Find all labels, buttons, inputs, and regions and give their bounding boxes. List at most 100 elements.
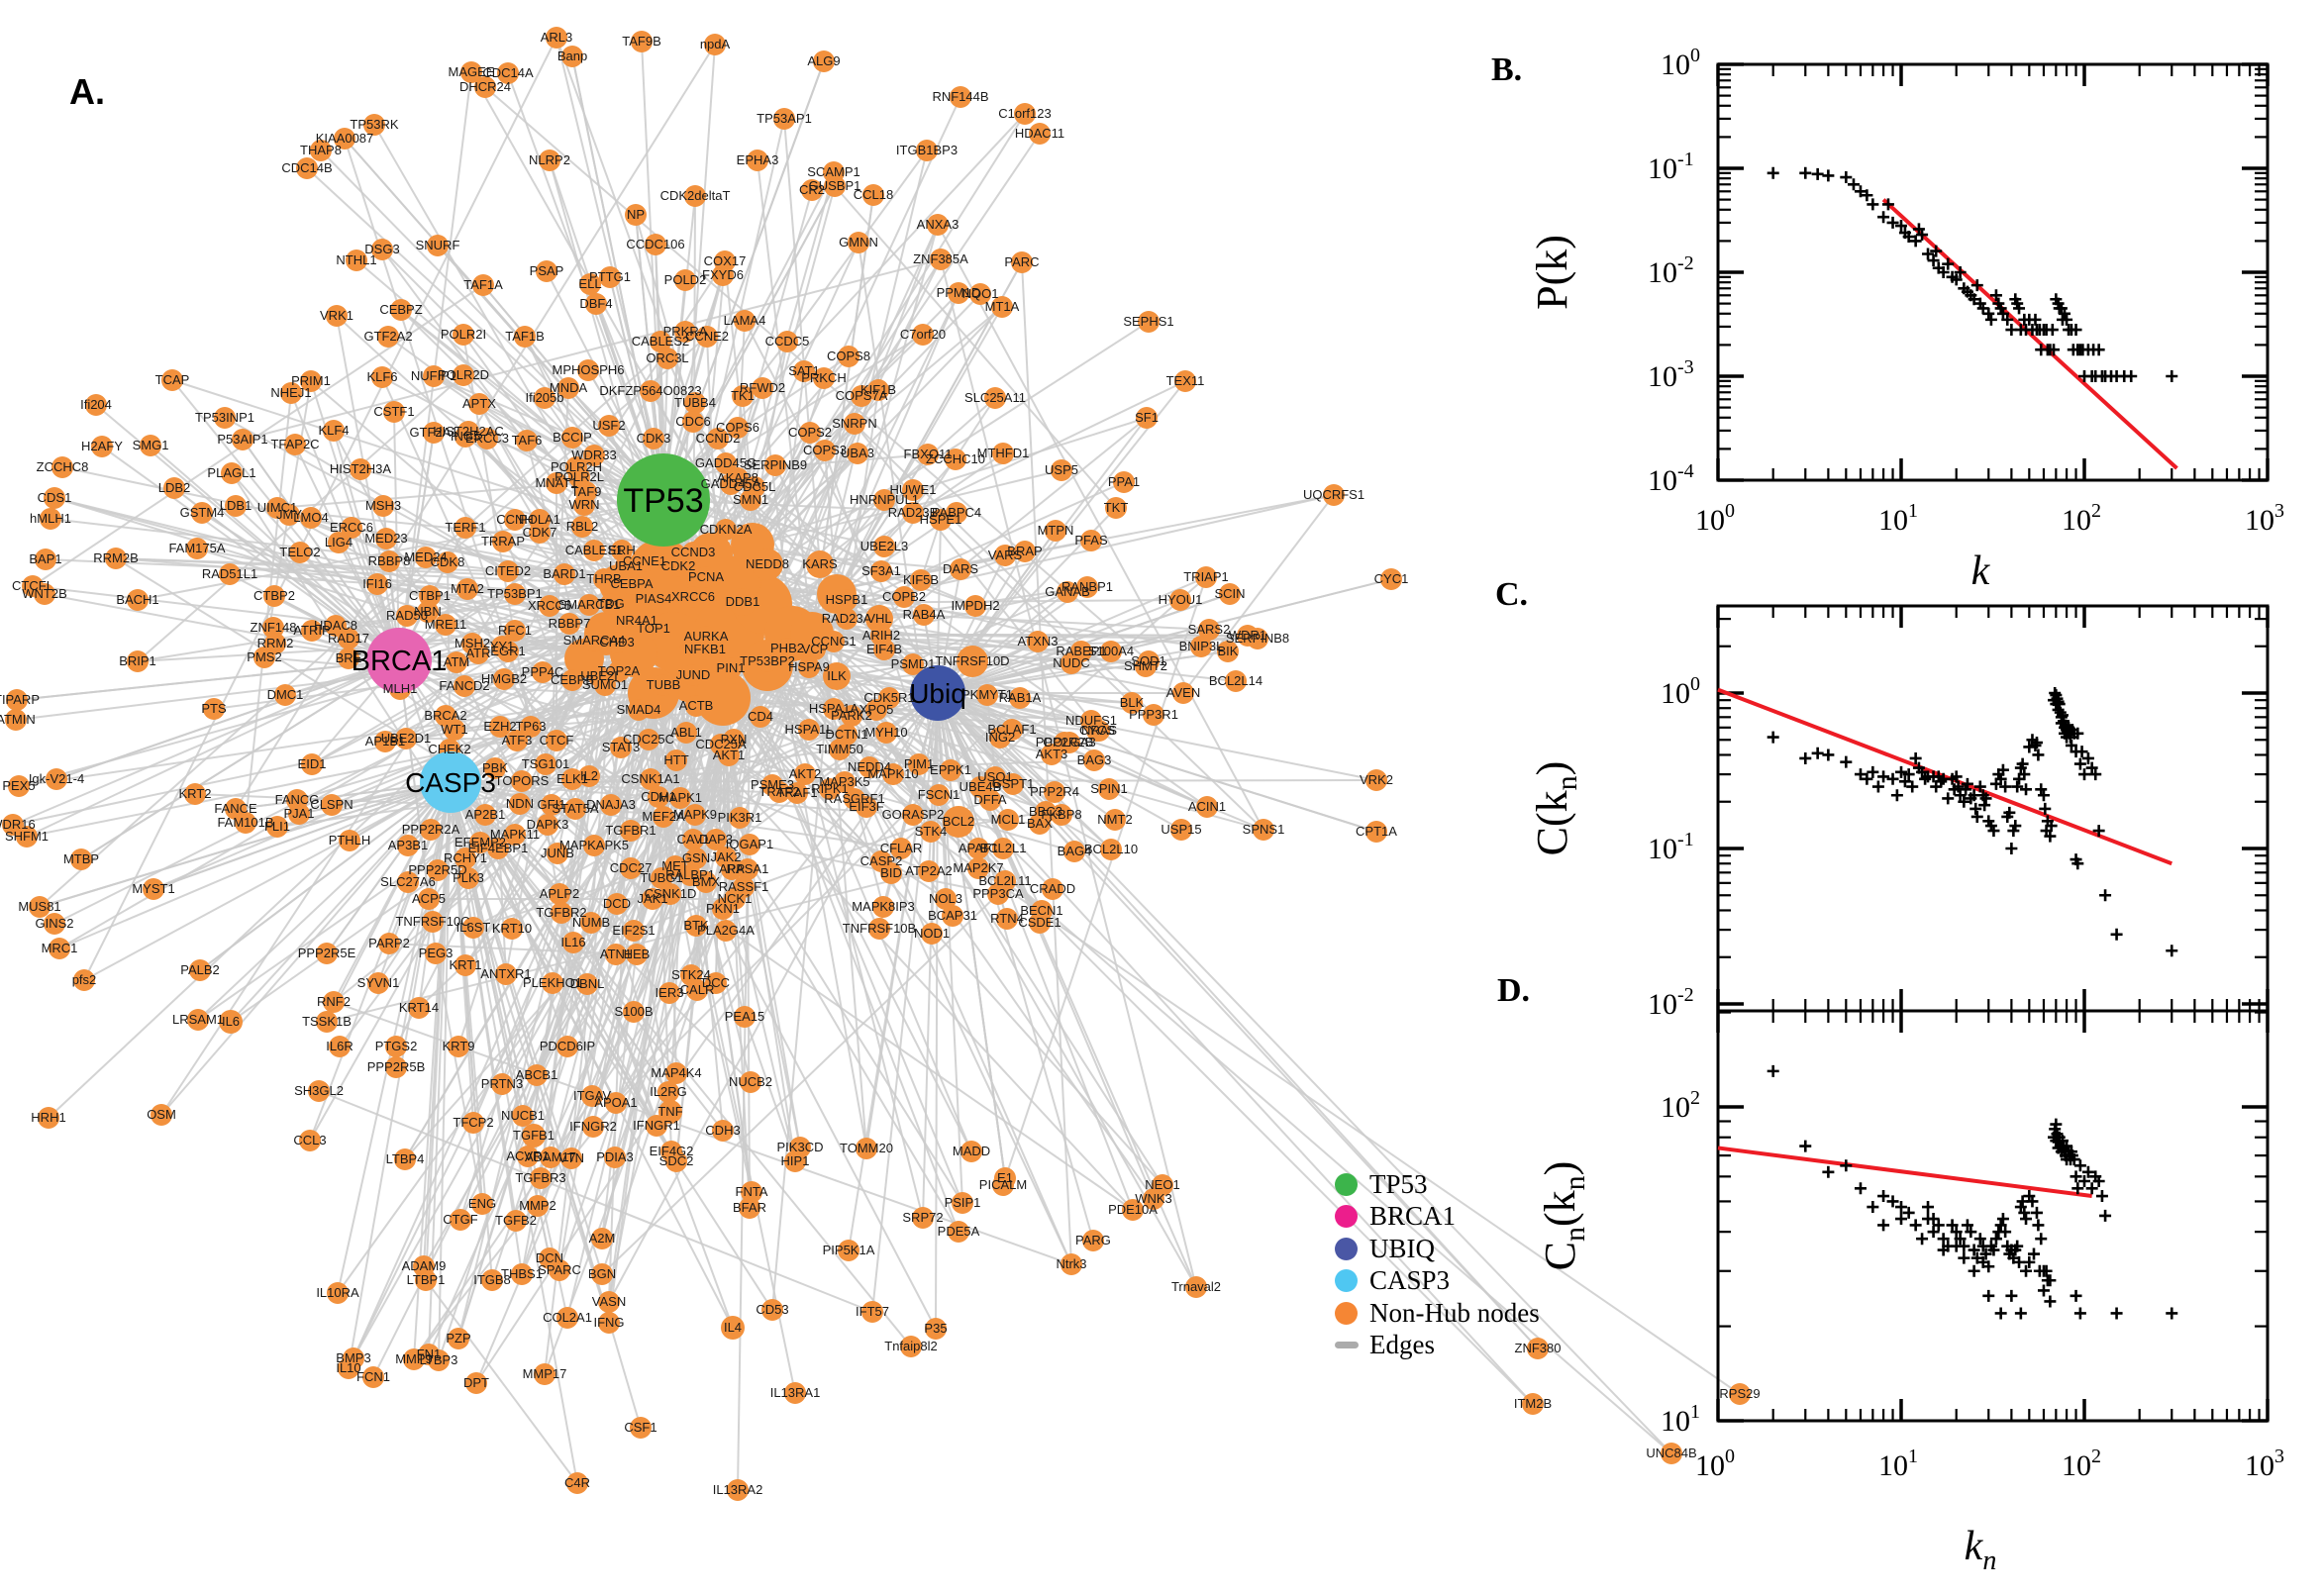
network-node[interactable]	[504, 583, 526, 605]
network-node[interactable]	[549, 883, 570, 905]
network-node[interactable]	[1323, 484, 1345, 506]
network-node[interactable]	[542, 972, 563, 994]
network-node[interactable]	[70, 848, 92, 870]
network-node[interactable]	[341, 517, 362, 539]
network-node[interactable]	[280, 382, 302, 404]
network-node[interactable]	[940, 759, 961, 781]
network-node[interactable]	[935, 888, 957, 910]
network-node[interactable]	[1247, 628, 1268, 649]
network-node[interactable]	[191, 502, 213, 524]
network-node[interactable]	[967, 838, 989, 859]
network-node[interactable]	[1042, 878, 1063, 900]
network-node[interactable]	[1113, 471, 1135, 493]
network-node[interactable]	[549, 1259, 570, 1281]
network-node[interactable]	[232, 429, 253, 450]
network-node[interactable]	[838, 346, 859, 367]
network-node[interactable]	[1661, 1443, 1682, 1464]
network-node[interactable]	[366, 573, 388, 595]
network-node[interactable]	[541, 794, 562, 816]
network-node[interactable]	[540, 1147, 561, 1168]
network-node[interactable]	[640, 768, 661, 790]
network-node[interactable]	[495, 963, 517, 985]
network-node[interactable]	[310, 140, 332, 161]
network-node[interactable]	[829, 739, 851, 760]
network-node[interactable]	[856, 1138, 877, 1159]
network-node[interactable]	[534, 1363, 556, 1385]
network-node[interactable]	[394, 1148, 416, 1170]
network-node[interactable]	[375, 528, 397, 549]
network-node[interactable]	[51, 456, 73, 478]
network-node[interactable]	[729, 807, 751, 829]
network-node[interactable]	[600, 794, 622, 816]
network-node[interactable]	[417, 601, 439, 623]
hub-brca1[interactable]	[366, 628, 432, 693]
network-node[interactable]	[593, 568, 615, 590]
network-node[interactable]	[976, 684, 998, 706]
network-node[interactable]	[163, 477, 185, 499]
network-node[interactable]	[992, 838, 1014, 859]
network-node[interactable]	[427, 859, 449, 881]
network-node[interactable]	[512, 1105, 534, 1127]
network-node[interactable]	[300, 507, 322, 529]
network-node[interactable]	[537, 814, 558, 836]
network-node[interactable]	[653, 674, 674, 696]
network-node[interactable]	[902, 653, 924, 675]
network-node[interactable]	[374, 731, 396, 752]
network-node[interactable]	[487, 838, 509, 859]
network-node[interactable]	[415, 547, 437, 568]
network-node[interactable]	[867, 379, 889, 401]
network-node[interactable]	[492, 531, 514, 552]
network-node[interactable]	[471, 1193, 493, 1215]
network-node[interactable]	[1138, 311, 1160, 333]
network-node[interactable]	[799, 422, 821, 444]
network-node[interactable]	[1170, 819, 1192, 841]
network-node[interactable]	[40, 508, 61, 530]
network-node[interactable]	[576, 973, 598, 995]
network-node[interactable]	[989, 727, 1011, 748]
network-node[interactable]	[996, 908, 1018, 930]
network-node[interactable]	[925, 1318, 947, 1340]
network-node[interactable]	[469, 832, 491, 853]
network-node[interactable]	[316, 943, 338, 964]
network-node[interactable]	[219, 563, 241, 585]
network-node[interactable]	[862, 184, 884, 206]
network-node[interactable]	[1029, 912, 1051, 934]
network-node[interactable]	[581, 1085, 603, 1107]
network-node[interactable]	[557, 377, 579, 399]
network-node[interactable]	[1253, 819, 1274, 841]
network-node[interactable]	[1051, 804, 1072, 826]
network-node[interactable]	[489, 716, 511, 738]
network-node[interactable]	[732, 385, 754, 407]
network-node[interactable]	[1121, 692, 1143, 714]
network-node[interactable]	[511, 1263, 533, 1285]
network-node[interactable]	[776, 638, 798, 659]
network-node[interactable]	[299, 1130, 321, 1151]
network-node[interactable]	[583, 445, 605, 466]
network-node[interactable]	[638, 729, 659, 750]
network-node[interactable]	[747, 150, 768, 171]
network-node[interactable]	[916, 140, 938, 161]
network-node[interactable]	[1143, 704, 1164, 726]
network-node[interactable]	[1365, 769, 1387, 791]
network-node[interactable]	[474, 76, 496, 98]
network-node[interactable]	[715, 519, 737, 541]
network-node[interactable]	[38, 1107, 59, 1129]
network-node[interactable]	[836, 608, 858, 630]
network-node[interactable]	[363, 114, 385, 136]
network-node[interactable]	[734, 310, 756, 332]
network-node[interactable]	[861, 1301, 883, 1323]
network-node[interactable]	[667, 555, 689, 577]
network-node[interactable]	[991, 296, 1013, 318]
network-node[interactable]	[890, 838, 912, 859]
network-node[interactable]	[395, 728, 417, 749]
network-node[interactable]	[453, 364, 474, 386]
network-node[interactable]	[516, 430, 538, 451]
network-node[interactable]	[161, 369, 183, 391]
network-node[interactable]	[674, 269, 696, 291]
network-node[interactable]	[873, 639, 895, 660]
network-node[interactable]	[950, 558, 971, 580]
network-node[interactable]	[804, 639, 826, 660]
network-node[interactable]	[371, 239, 393, 260]
network-node[interactable]	[819, 778, 841, 800]
network-node[interactable]	[893, 586, 915, 608]
